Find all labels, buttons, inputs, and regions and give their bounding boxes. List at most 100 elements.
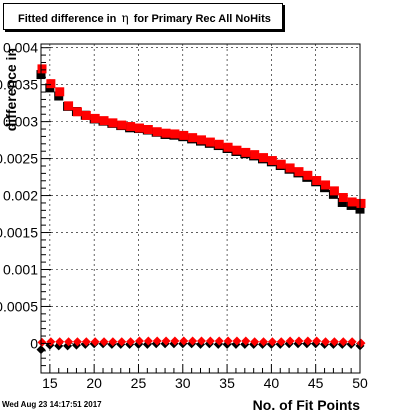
timestamp: Wed Aug 23 14:17:51 2017 (2, 400, 102, 409)
marker-lower (223, 336, 233, 346)
marker-lower (356, 338, 366, 348)
marker-lower (312, 336, 322, 346)
marker-lower (143, 336, 153, 346)
marker-lower (214, 336, 224, 346)
marker-upper (152, 127, 162, 137)
x-tick-label: 15 (42, 375, 58, 391)
x-tick-label: 25 (131, 375, 147, 391)
marker-lower (72, 337, 82, 347)
marker-lower (294, 336, 304, 346)
marker-upper (188, 133, 198, 143)
marker-upper (108, 118, 118, 128)
tick-labels: 15 20 25 30 35 40 45 50 0 0.0005 0.001 0.0015 0.002 0… (0, 40, 368, 391)
marker-lower (329, 337, 339, 347)
marker-lower (170, 336, 180, 346)
marker-lower (117, 337, 127, 347)
marker-lower (347, 337, 357, 347)
marker-lower (241, 336, 251, 346)
marker-lower (321, 337, 331, 347)
marker-upper (223, 142, 233, 152)
marker-lower (134, 336, 144, 346)
marker-upper (337, 197, 347, 207)
x-tick-label: 40 (264, 375, 280, 391)
x-tick-label: 50 (352, 375, 368, 391)
marker-upper (134, 123, 144, 133)
x-axis-title: No. of Fit Points (253, 397, 361, 413)
marker-upper (232, 145, 242, 155)
marker-upper (99, 116, 109, 126)
marker-upper (285, 163, 295, 173)
marker-upper (347, 197, 357, 207)
marker-upper (294, 167, 304, 177)
marker-upper (170, 129, 180, 139)
marker-upper (72, 107, 82, 117)
y-tick-label: 0.0005 (0, 298, 38, 314)
marker-upper (312, 176, 322, 186)
marker-lower (303, 336, 313, 346)
marker-upper (64, 101, 74, 111)
marker-upper (321, 180, 331, 190)
marker-lower (37, 337, 47, 347)
marker-lower (99, 337, 109, 347)
data-markers (36, 64, 366, 355)
y-tick-label: 0.0035 (0, 77, 38, 93)
marker-lower (161, 336, 171, 346)
x-tick-label: 45 (308, 375, 324, 391)
y-tick-label: 0.002 (3, 188, 38, 204)
marker-upper (161, 128, 171, 138)
axis-ticks (40, 47, 361, 374)
y-tick-label: 0.0015 (0, 225, 38, 241)
marker-upper (179, 130, 189, 140)
marker-upper (46, 79, 56, 89)
marker-lower (259, 337, 269, 347)
marker-upper (338, 193, 348, 203)
marker-lower (188, 336, 198, 346)
marker-upper (37, 64, 47, 74)
y-axis-title: difference in (3, 48, 19, 131)
marker-upper (214, 139, 224, 149)
marker-upper (259, 153, 269, 163)
marker-upper (55, 87, 65, 97)
x-tick-label: 20 (86, 375, 102, 391)
marker-upper (329, 186, 339, 196)
marker-upper (81, 110, 91, 120)
marker-lower (205, 336, 215, 346)
marker-upper (90, 113, 100, 123)
marker-lower (232, 336, 242, 346)
marker-upper (143, 125, 153, 135)
marker-upper (117, 120, 127, 130)
marker-lower (64, 337, 74, 347)
eta-symbol: η (121, 11, 129, 25)
y-tick-label: 0 (30, 335, 38, 351)
marker-lower (285, 336, 295, 346)
x-tick-label: 30 (175, 375, 191, 391)
x-tick-label: 35 (219, 375, 235, 391)
marker-upper (205, 137, 215, 147)
marker-lower (90, 337, 100, 347)
chart-title-suffix: for Primary Rec All NoHits (133, 13, 271, 25)
marker-upper (241, 147, 251, 157)
y-tick-label: 0.003 (3, 114, 38, 130)
marker-lower (152, 336, 162, 346)
y-tick-label: 0.004 (3, 40, 38, 56)
chart-title-prefix: Fitted difference in (18, 13, 117, 25)
marker-lower (108, 337, 118, 347)
grid-lines (41, 44, 361, 373)
marker-upper (197, 135, 206, 145)
plot-frame (40, 43, 361, 374)
marker-lower (276, 337, 286, 347)
marker-upper (126, 122, 136, 132)
marker-upper (356, 198, 366, 208)
marker-lower (81, 337, 91, 347)
marker-lower (46, 337, 56, 347)
marker-lower (250, 337, 260, 347)
marker-upper (250, 150, 260, 160)
marker-lower (126, 337, 136, 347)
y-tick-label: 0.0025 (0, 151, 38, 167)
y-tick-label: 0.001 (3, 261, 38, 277)
chart-title-box: Fitted difference in η for Primary Rec A… (3, 3, 283, 30)
chart-title: Fitted difference in η for Primary Rec A… (18, 11, 271, 25)
marker-lower (267, 337, 277, 347)
marker-upper (303, 170, 313, 180)
